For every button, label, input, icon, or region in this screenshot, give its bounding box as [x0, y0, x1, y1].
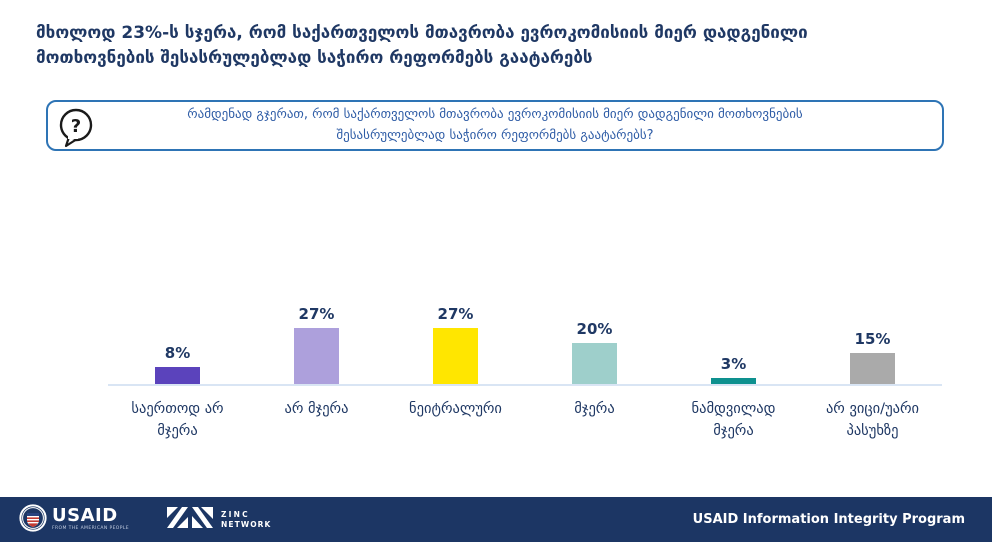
- category-label: მჯერა: [574, 401, 615, 417]
- bar-value-label: 27%: [298, 305, 335, 323]
- zinc-name-line2: NETWORK: [221, 519, 272, 529]
- bar-value-label: 27%: [437, 305, 474, 323]
- bar-group-5: 3%: [664, 355, 803, 384]
- zinc-name-line1: ZINC: [221, 510, 250, 520]
- footer-bar: USAID FROM THE AMERICAN PEOPLE ZINC NETW…: [0, 497, 992, 542]
- bar: [572, 343, 617, 384]
- bar: [294, 328, 339, 384]
- bar: [155, 367, 200, 384]
- bar-value-label: 15%: [854, 330, 891, 348]
- bar-group-2: 27%: [247, 305, 386, 384]
- category-label: არ ვიცი/უარი პასუხზე: [825, 401, 920, 439]
- bar: [433, 328, 478, 384]
- category-label: ნეიტრალური: [409, 401, 502, 417]
- program-name: USAID Information Integrity Program: [692, 512, 965, 527]
- usaid-logo: USAID FROM THE AMERICAN PEOPLE: [19, 503, 129, 536]
- usaid-wordmark: USAID FROM THE AMERICAN PEOPLE: [52, 507, 129, 532]
- category-labels-row: საერთოდ არ მჯერა არ მჯერა ნეიტრალური მჯერა ნ…: [108, 399, 942, 443]
- category-label: საერთოდ არ მჯერა: [131, 401, 224, 439]
- usaid-name: USAID: [52, 505, 118, 527]
- usaid-seal-icon: [19, 503, 47, 536]
- bars-row: 8% 27% 27% 20% 3% 15%: [108, 299, 942, 384]
- bar-value-label: 20%: [576, 320, 613, 338]
- bar: [850, 353, 895, 384]
- zinc-network-logo: ZINC NETWORK: [167, 507, 271, 532]
- zinc-zn-icon: [167, 507, 214, 532]
- bar-chart: 8% 27% 27% 20% 3% 15% საერთოდ არ მჯერა არ მჯერ…: [108, 299, 942, 443]
- question-text: რამდენად გჯერათ, რომ საქართველოს მთავრობ…: [187, 106, 803, 143]
- x-axis-line: [108, 384, 942, 386]
- zinc-wordmark: ZINC NETWORK: [221, 510, 271, 529]
- category-label: არ მჯერა: [284, 401, 349, 417]
- bar: [711, 378, 756, 384]
- category-label: ნამდვილად მჯერა: [691, 401, 776, 439]
- page-title: მხოლოდ 23%-ს სჯერა, რომ საქართველოს მთავ…: [36, 23, 808, 68]
- question-box: ? რამდენად გჯერათ, რომ საქართველოს მთავრ…: [46, 100, 944, 151]
- bar-group-4: 20%: [525, 320, 664, 384]
- bar-value-label: 8%: [164, 344, 191, 362]
- bar-group-6: 15%: [803, 330, 942, 384]
- question-speech-bubble-icon: ?: [55, 106, 97, 148]
- svg-text:?: ?: [71, 116, 81, 137]
- bar-group-3: 27%: [386, 305, 525, 384]
- bar-value-label: 3%: [720, 355, 747, 373]
- usaid-tagline: FROM THE AMERICAN PEOPLE: [52, 526, 130, 532]
- bar-group-1: 8%: [108, 344, 247, 384]
